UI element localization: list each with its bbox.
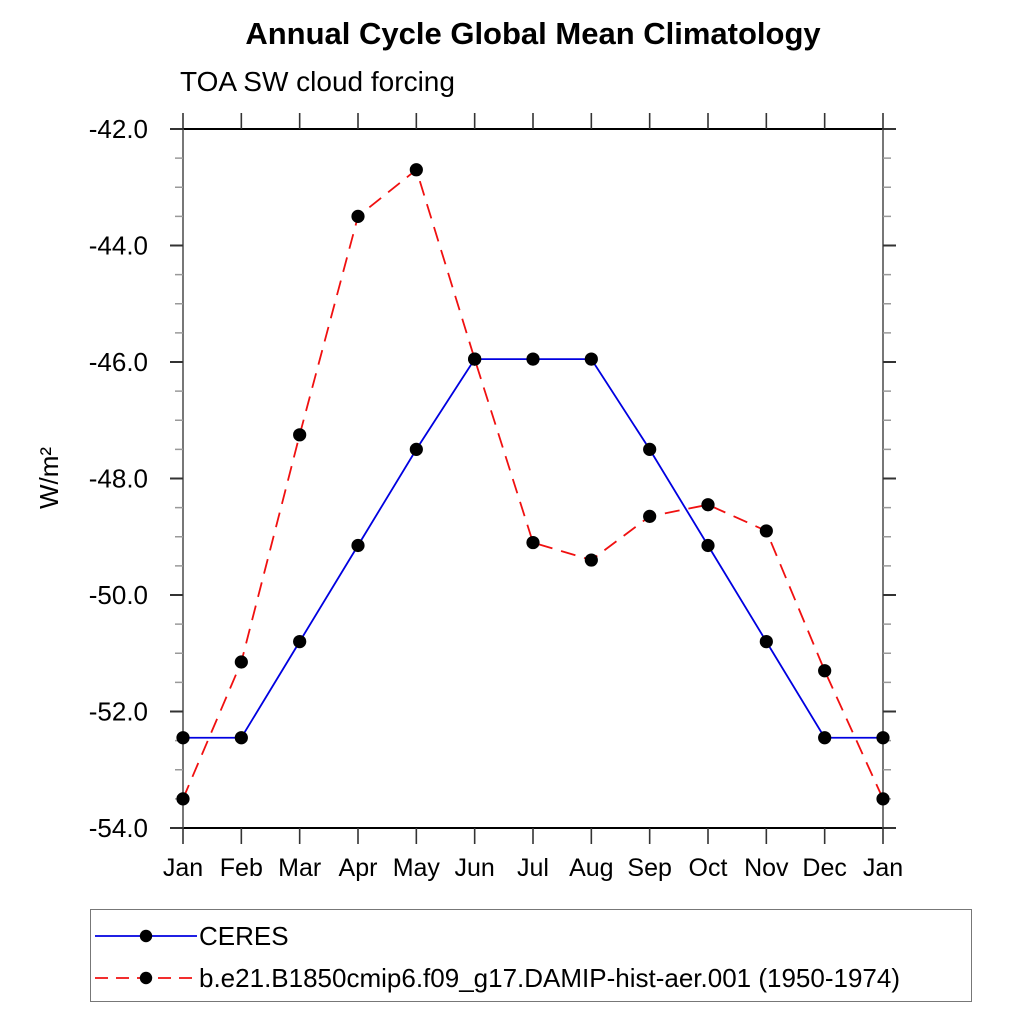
- y-tick-label: -54.0: [89, 813, 148, 843]
- y-tick-label: -50.0: [89, 580, 148, 610]
- legend-label-ceres: CERES: [199, 921, 289, 951]
- model-line: [182, 168, 884, 800]
- x-tick-label: Aug: [569, 854, 613, 882]
- chart-title: Annual Cycle Global Mean Climatology: [245, 16, 821, 51]
- x-tick-label: Nov: [744, 854, 789, 882]
- legend-label-model: b.e21.B1850cmip6.f09_g17.DAMIP-hist-aer.…: [199, 963, 900, 993]
- chart-subtitle: TOA SW cloud forcing: [180, 66, 455, 97]
- x-tick-label: Dec: [802, 854, 846, 882]
- x-tick-label: Apr: [339, 854, 378, 882]
- y-axis-label: W/m²: [34, 447, 64, 509]
- x-tick-label: Jan: [163, 854, 203, 882]
- x-tick-label: Sep: [627, 854, 671, 882]
- model-data-point-marker: [234, 655, 248, 669]
- x-tick-label: Mar: [278, 854, 321, 882]
- ceres-data-point-marker: [409, 442, 423, 456]
- model-data-point-marker: [526, 535, 540, 550]
- model-data-point-marker: [584, 553, 598, 567]
- ceres-data-point-marker: [293, 635, 307, 649]
- ceres-data-point-marker: [701, 538, 715, 553]
- y-tick-label: -42.0: [89, 114, 148, 144]
- model-data-point-marker: [643, 509, 657, 523]
- ceres-data-point-marker: [176, 731, 190, 745]
- model-data-point-marker: [876, 792, 890, 806]
- model-data-point-marker: [351, 209, 365, 223]
- ceres-data-point-marker: [351, 538, 365, 553]
- model-data-point-marker: [468, 352, 482, 366]
- y-tick-label: -44.0: [89, 231, 148, 261]
- legend-entry-ceres: CERES: [95, 921, 289, 951]
- ceres-data-point-marker: [818, 731, 832, 745]
- model-data-point-marker: [293, 428, 307, 442]
- x-tick-label: Feb: [220, 854, 263, 882]
- legend-marker-sample: [139, 971, 153, 985]
- chart-legend: CERES b.e21.B1850cmip6.f09_g17.DAMIP-his…: [90, 909, 972, 1002]
- ceres-data-point-marker: [234, 731, 248, 745]
- x-tick-label: Oct: [689, 854, 728, 882]
- model-data-point-marker: [409, 163, 423, 177]
- ceres-data-point-marker: [876, 731, 890, 745]
- model-data-point-marker: [759, 524, 773, 538]
- model-data-point-marker: [176, 792, 190, 806]
- y-tick-label: -52.0: [89, 697, 148, 727]
- legend-marker-sample: [139, 929, 153, 943]
- legend-entry-model: b.e21.B1850cmip6.f09_g17.DAMIP-hist-aer.…: [95, 963, 900, 993]
- ceres-data-point-marker: [643, 442, 657, 456]
- x-tick-label: May: [393, 854, 441, 882]
- y-tick-label: -48.0: [89, 464, 148, 494]
- y-tick-label: -46.0: [89, 347, 148, 377]
- ceres-data-point-marker: [759, 635, 773, 649]
- ceres-data-point-marker: [526, 352, 540, 366]
- x-tick-label: Jul: [517, 854, 549, 882]
- x-tick-label: Jun: [455, 854, 495, 882]
- model-data-point-marker: [818, 664, 832, 678]
- model-data-point-marker: [701, 498, 715, 512]
- x-tick-label: Jan: [863, 854, 903, 882]
- ceres-data-point-marker: [584, 352, 598, 366]
- legend-ceres-line-sample: [95, 929, 197, 943]
- legend-model-line-sample: [95, 971, 197, 985]
